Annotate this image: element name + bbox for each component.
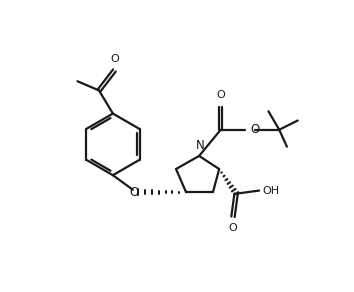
Text: OH: OH [262, 186, 279, 196]
Text: O: O [111, 54, 120, 64]
Text: N: N [195, 139, 204, 152]
Text: O: O [130, 186, 139, 199]
Text: O: O [216, 91, 225, 100]
Text: O: O [250, 123, 259, 136]
Text: O: O [229, 223, 238, 233]
